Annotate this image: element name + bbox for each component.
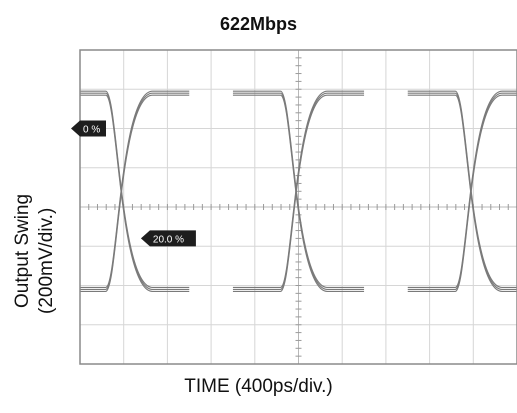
plot-frame <box>79 49 517 365</box>
marker-label: 20.0 % <box>140 230 196 247</box>
marker-text: 0 % <box>83 125 100 136</box>
marker-label: 0 % <box>71 120 106 137</box>
falling-edge-trace <box>80 94 190 293</box>
falling-edge-trace <box>232 94 365 293</box>
marker-flag <box>140 230 196 247</box>
falling-edge-trace <box>407 94 517 293</box>
marker-text: 20.0 % <box>153 234 184 245</box>
eye-traces <box>80 90 517 293</box>
marker-flag <box>71 120 106 137</box>
chart-title: 622Mbps <box>219 14 298 34</box>
x-axis-label: TIME (400ps/div.) <box>184 376 333 397</box>
